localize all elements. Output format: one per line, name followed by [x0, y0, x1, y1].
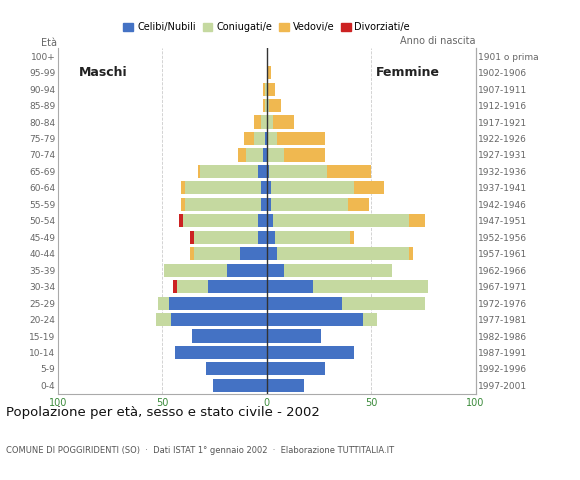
- Bar: [191, 329, 267, 343]
- Bar: [271, 198, 348, 211]
- Bar: [267, 99, 269, 112]
- Bar: [198, 165, 200, 178]
- Bar: [181, 181, 186, 194]
- Bar: [273, 214, 409, 228]
- Bar: [158, 297, 169, 310]
- Bar: [267, 83, 275, 96]
- Text: Anno di nascita: Anno di nascita: [400, 36, 476, 46]
- Bar: [227, 264, 267, 277]
- Bar: [177, 280, 208, 293]
- Bar: [206, 362, 267, 375]
- Legend: Celibi/Nubili, Coniugati/e, Vedovi/e, Divorziati/e: Celibi/Nubili, Coniugati/e, Vedovi/e, Di…: [119, 18, 414, 36]
- Bar: [263, 99, 264, 112]
- Bar: [327, 165, 371, 178]
- Bar: [350, 231, 354, 244]
- Bar: [267, 362, 325, 375]
- Bar: [238, 148, 246, 162]
- Bar: [267, 329, 321, 343]
- Bar: [260, 116, 267, 129]
- Bar: [240, 247, 267, 260]
- Bar: [254, 132, 264, 145]
- Bar: [190, 247, 194, 260]
- Text: COMUNE DI POGGIRIDENTI (SO)  ·  Dati ISTAT 1° gennaio 2002  ·  Elaborazione TUTT: COMUNE DI POGGIRIDENTI (SO) · Dati ISTAT…: [6, 446, 394, 456]
- Bar: [409, 214, 426, 228]
- Bar: [267, 346, 354, 359]
- Bar: [267, 247, 277, 260]
- Bar: [244, 132, 254, 145]
- Bar: [179, 214, 183, 228]
- Bar: [342, 297, 426, 310]
- Bar: [409, 247, 413, 260]
- Bar: [200, 165, 259, 178]
- Bar: [267, 181, 271, 194]
- Bar: [267, 148, 284, 162]
- Bar: [263, 83, 264, 96]
- Bar: [284, 264, 392, 277]
- Bar: [190, 231, 194, 244]
- Bar: [277, 132, 325, 145]
- Bar: [212, 379, 267, 392]
- Bar: [186, 181, 260, 194]
- Bar: [254, 116, 260, 129]
- Bar: [186, 198, 260, 211]
- Bar: [165, 264, 227, 277]
- Bar: [260, 181, 267, 194]
- Bar: [181, 198, 186, 211]
- Bar: [173, 280, 177, 293]
- Bar: [267, 198, 271, 211]
- Bar: [269, 165, 327, 178]
- Bar: [156, 313, 171, 326]
- Bar: [267, 116, 273, 129]
- Bar: [175, 346, 267, 359]
- Bar: [313, 280, 427, 293]
- Text: Popolazione per età, sesso e stato civile - 2002: Popolazione per età, sesso e stato civil…: [6, 406, 320, 419]
- Bar: [348, 198, 369, 211]
- Bar: [273, 116, 294, 129]
- Bar: [354, 181, 384, 194]
- Bar: [267, 165, 269, 178]
- Bar: [169, 297, 267, 310]
- Bar: [267, 297, 342, 310]
- Bar: [183, 214, 259, 228]
- Bar: [267, 313, 363, 326]
- Bar: [263, 148, 267, 162]
- Bar: [267, 379, 304, 392]
- Bar: [260, 198, 267, 211]
- Bar: [267, 66, 271, 79]
- Text: Età: Età: [41, 38, 57, 48]
- Bar: [208, 280, 267, 293]
- Bar: [264, 99, 267, 112]
- Bar: [194, 231, 259, 244]
- Bar: [277, 247, 409, 260]
- Bar: [171, 313, 267, 326]
- Bar: [259, 214, 267, 228]
- Bar: [267, 264, 284, 277]
- Text: Femmine: Femmine: [375, 66, 440, 79]
- Text: Maschi: Maschi: [79, 66, 128, 79]
- Bar: [267, 132, 277, 145]
- Bar: [259, 231, 267, 244]
- Bar: [264, 132, 267, 145]
- Bar: [259, 165, 267, 178]
- Bar: [275, 231, 350, 244]
- Bar: [267, 231, 275, 244]
- Bar: [264, 83, 267, 96]
- Bar: [269, 99, 281, 112]
- Bar: [267, 214, 273, 228]
- Bar: [194, 247, 240, 260]
- Bar: [271, 181, 354, 194]
- Bar: [284, 148, 325, 162]
- Bar: [246, 148, 263, 162]
- Bar: [267, 280, 313, 293]
- Bar: [363, 313, 378, 326]
